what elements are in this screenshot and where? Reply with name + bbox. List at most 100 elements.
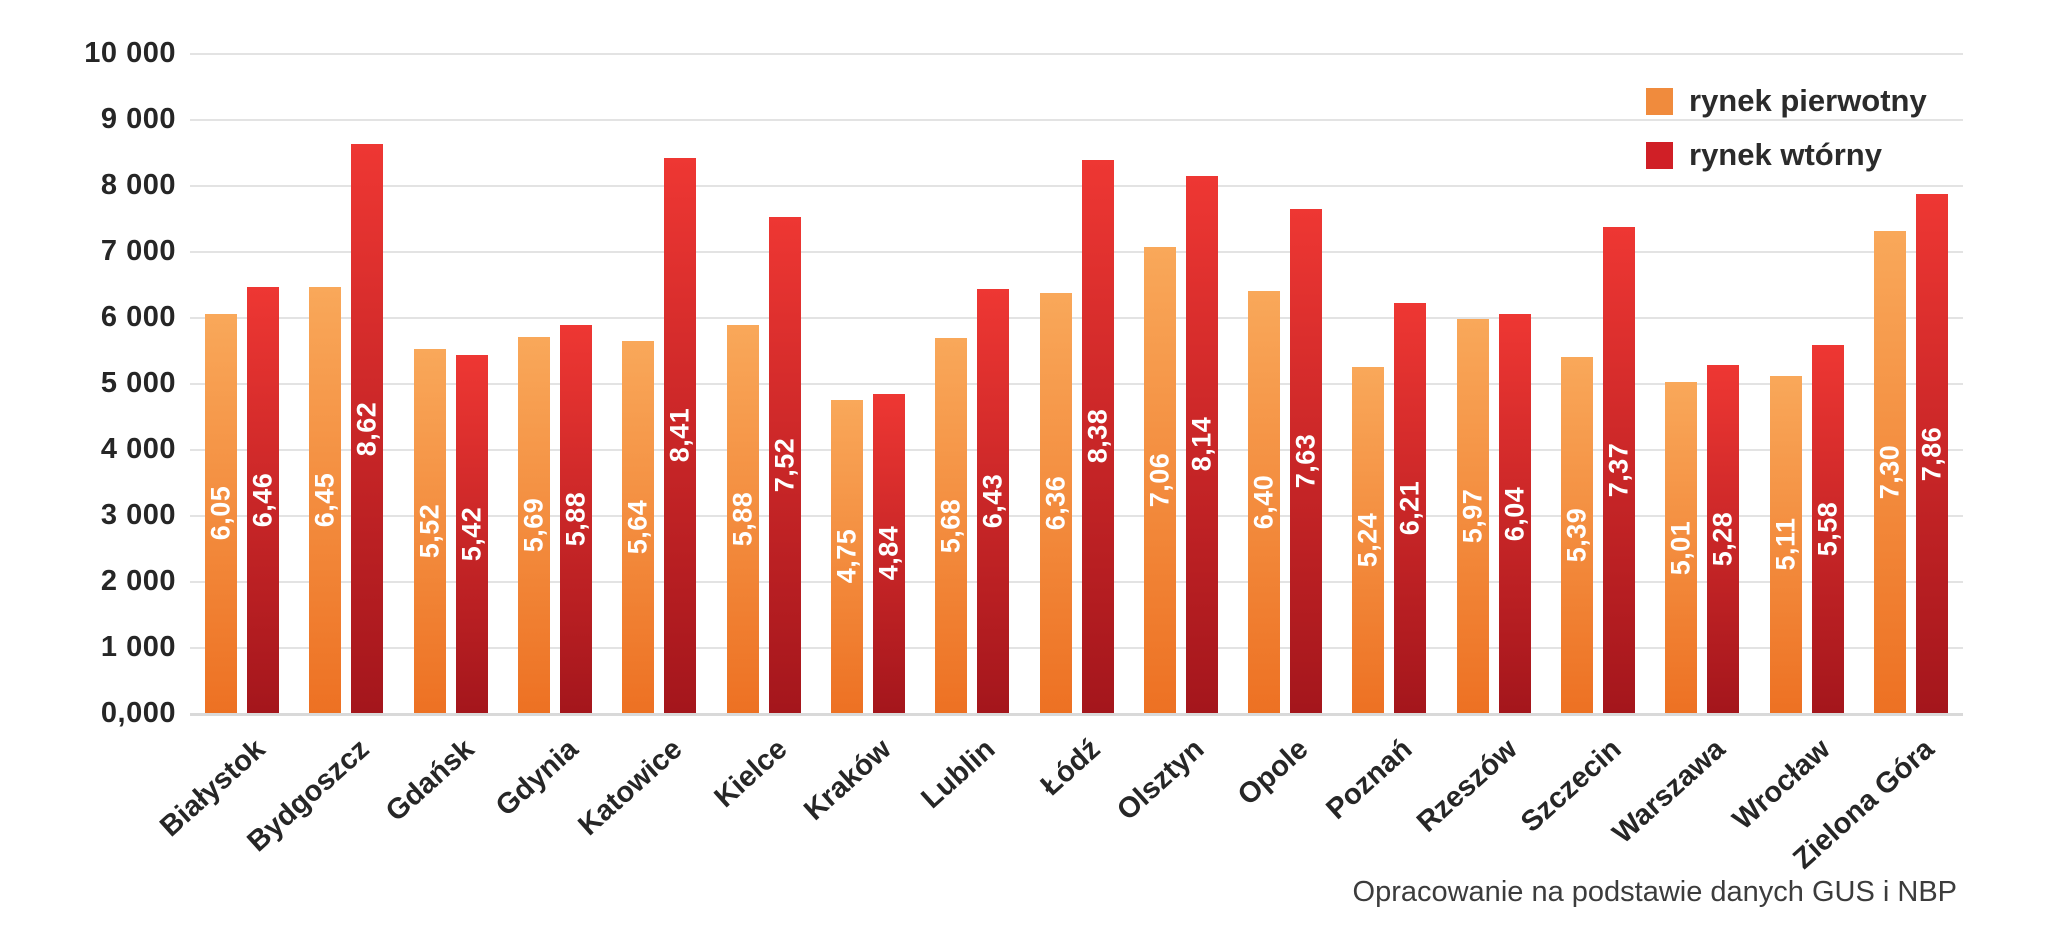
x-category-label: Kielce	[708, 733, 794, 814]
bar-value-label: 8,41	[664, 408, 695, 463]
bar-pierwotny: 5,01	[1665, 382, 1698, 713]
bar-wtorny: 6,46	[247, 286, 280, 713]
bar-value-label: 5,58	[1812, 501, 1843, 557]
x-category-label: Lublin	[915, 733, 1002, 815]
bar-value-label: 6,21	[1394, 480, 1425, 536]
gridline	[190, 515, 1963, 517]
x-category-label: Gdańsk	[379, 733, 481, 828]
x-category-label: Poznań	[1320, 733, 1419, 826]
bar-value-label: 7,06	[1144, 452, 1175, 508]
bar-wtorny: 8,14	[1185, 175, 1218, 713]
bar-value-label: 6,36	[1040, 475, 1070, 531]
legend-swatch-red-icon	[1646, 141, 1673, 169]
gridline	[190, 383, 1963, 385]
bar-value-label: 7,37	[1603, 442, 1634, 498]
bar-value-label: 5,42	[456, 506, 487, 562]
y-tick-label: 4 000	[100, 433, 176, 465]
bar-wtorny: 7,86	[1915, 194, 1948, 713]
x-category-label: Łódź	[1034, 733, 1106, 803]
bar-value-label: 5,24	[1352, 512, 1383, 568]
bar-pierwotny: 5,68	[935, 338, 968, 713]
x-category-label: Opole	[1232, 733, 1315, 812]
y-tick-label: 9 000	[100, 103, 176, 135]
y-tick-label: 6 000	[100, 301, 176, 333]
bar-wtorny: 5,42	[455, 355, 488, 713]
bar-wtorny: 6,43	[977, 288, 1010, 713]
bar-wtorny: 5,88	[560, 324, 593, 713]
y-tick-label: 5 000	[100, 367, 176, 399]
bar-value-label: 8,38	[1082, 409, 1112, 464]
y-tick-label: 7 000	[100, 235, 176, 267]
bar-value-label: 5,68	[935, 498, 966, 553]
bar-pierwotny: 5,88	[726, 324, 759, 713]
x-category-label: Katowice	[572, 733, 689, 842]
bar-pierwotny: 5,97	[1456, 318, 1489, 713]
bar-value-label: 4,75	[831, 528, 862, 584]
bar-pierwotny: 6,36	[1039, 293, 1072, 713]
source-note: Opracowanie na podstawie danych GUS i NB…	[1352, 876, 1957, 908]
bar-wtorny: 6,04	[1498, 314, 1531, 713]
x-category-label: Olsztyn	[1110, 733, 1211, 827]
bar-value-label: 5,01	[1665, 520, 1696, 575]
bar-value-label: 5,97	[1457, 488, 1488, 544]
y-tick-label: 0,000	[100, 697, 176, 729]
legend-item-rynek-wtorny: rynek wtórny	[1646, 137, 1927, 173]
bar-pierwotny: 5,11	[1769, 375, 1802, 713]
bar-wtorny: 4,84	[872, 393, 905, 713]
bar-pierwotny: 7,30	[1873, 231, 1906, 713]
y-tick-label: 3 000	[100, 499, 176, 531]
x-category-label: Warszawa	[1606, 733, 1732, 850]
bar-value-label: 5,52	[414, 503, 445, 559]
y-tick-label: 1 000	[100, 631, 176, 663]
legend-label-rynek-pierwotny: rynek pierwotny	[1689, 83, 1927, 118]
legend-label-rynek-wtorny: rynek wtórny	[1689, 137, 1882, 172]
bar-value-label: 5,39	[1561, 507, 1592, 563]
bar-value-label: 5,64	[622, 499, 653, 555]
bar-value-label: 7,30	[1874, 444, 1905, 500]
y-tick-label: 10 000	[84, 37, 176, 69]
bar-pierwotny: 5,39	[1560, 357, 1593, 713]
bar-value-label: 8,14	[1186, 417, 1217, 472]
x-category-label: Rzeszów	[1410, 733, 1524, 839]
y-tick-label: 8 000	[100, 169, 176, 201]
bar-wtorny: 8,41	[664, 157, 697, 713]
bar-wtorny: 5,28	[1707, 364, 1740, 713]
x-axis-line	[190, 713, 1963, 716]
bar-wtorny: 7,37	[1602, 226, 1635, 713]
bar-value-label: 6,46	[247, 472, 278, 528]
bar-value-label: 6,05	[205, 486, 236, 541]
bar-value-label: 7,52	[769, 437, 800, 493]
gridline	[190, 119, 1963, 121]
bar-pierwotny: 5,64	[622, 340, 655, 713]
bar-value-label: 8,62	[351, 401, 382, 456]
bar-value-label: 6,43	[977, 473, 1008, 529]
bar-pierwotny: 4,75	[830, 399, 863, 713]
bar-pierwotny: 6,45	[309, 287, 342, 713]
bar-value-label: 5,28	[1707, 511, 1738, 567]
x-category-label: Kraków	[798, 733, 898, 827]
bar-wtorny: 8,62	[351, 144, 384, 713]
bar-pierwotny: 5,52	[413, 348, 446, 713]
bar-pierwotny: 6,05	[205, 313, 238, 713]
legend: rynek pierwotny rynek wtórny	[1646, 83, 1927, 191]
bar-value-label: 5,88	[560, 491, 591, 547]
bar-wtorny: 5,58	[1811, 344, 1844, 713]
x-category-label: Gdynia	[489, 733, 585, 823]
gridline	[190, 185, 1963, 187]
bar-value-label: 7,63	[1290, 433, 1321, 489]
bar-pierwotny: 5,24	[1352, 367, 1385, 713]
legend-swatch-orange-icon	[1646, 87, 1673, 115]
bar-wtorny: 7,52	[768, 216, 801, 713]
gridline	[190, 449, 1963, 451]
bar-value-label: 5,11	[1770, 517, 1801, 571]
gridline	[190, 581, 1963, 583]
bar-value-label: 4,84	[873, 525, 904, 581]
gridline	[190, 647, 1963, 649]
bar-value-label: 5,69	[518, 497, 549, 553]
bar-value-label: 7,86	[1916, 426, 1947, 481]
legend-item-rynek-pierwotny: rynek pierwotny	[1646, 83, 1927, 119]
bar-wtorny: 6,21	[1394, 303, 1427, 713]
bar-value-label: 6,40	[1248, 474, 1279, 530]
y-tick-label: 2 000	[100, 565, 176, 597]
